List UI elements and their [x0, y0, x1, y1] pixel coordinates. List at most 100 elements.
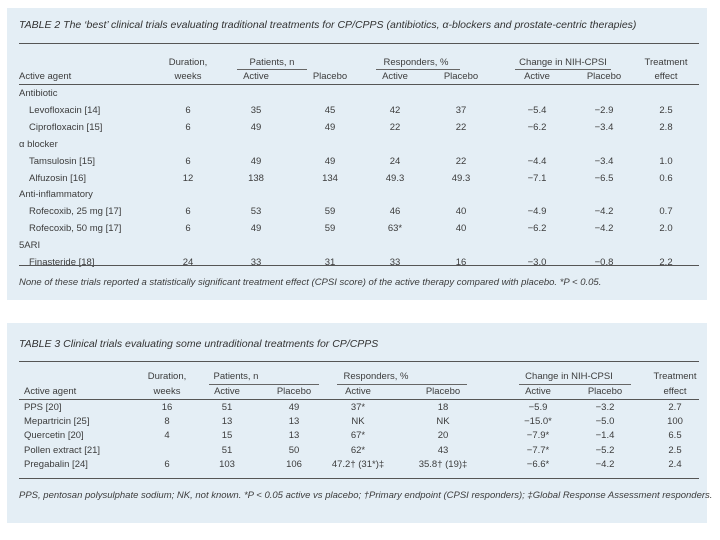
- table-cell-patients-placebo: 49: [288, 402, 300, 413]
- table-cell-responders-active: 24: [389, 155, 401, 167]
- table-cell-patients-active: 33: [250, 257, 262, 268]
- table-cell-patients-active: 53: [250, 206, 262, 218]
- table-group-label: Anti-inflammatory: [19, 189, 93, 201]
- table2-header-change: Change in NIH-CPSI: [519, 57, 607, 68]
- table-cell-duration: 6: [185, 155, 191, 167]
- table-group-label: Antibiotic: [19, 88, 58, 99]
- table2-header-responders: Responders, %: [383, 57, 449, 68]
- table3-bottom-rule: [19, 478, 699, 479]
- table2-footnote: None of these trials reported a statisti…: [19, 277, 602, 288]
- table-row-agent: Mepartricin [25]: [24, 416, 90, 428]
- table3-header-placebo-patients: Placebo: [276, 386, 312, 397]
- table-cell-patients-placebo: 45: [324, 104, 336, 116]
- table-cell-patients-active: 13: [221, 416, 233, 428]
- table-cell-treatment-effect: 100: [667, 416, 683, 428]
- table-cell-treatment-effect: 2.5: [668, 444, 682, 456]
- table-cell-change-active: −5.9: [528, 402, 548, 413]
- table3-header-responders: Responders, %: [343, 371, 409, 382]
- table3-panel: TABLE 3 Clinical trials evaluating some …: [7, 323, 712, 523]
- table3-title: TABLE 3 Clinical trials evaluating some …: [19, 338, 379, 350]
- table-cell-change-active: −7.9*: [526, 430, 550, 442]
- table-cell-change-placebo: −6.5: [594, 172, 614, 184]
- table-cell-treatment-effect: 0.6: [659, 172, 673, 184]
- table2-header-rule: [19, 84, 699, 85]
- table2-header-effect: Treatment: [644, 57, 688, 68]
- table2-bottom-rule: [19, 265, 699, 266]
- table-cell-patients-placebo: 49: [324, 121, 336, 133]
- table-row-agent: Pollen extract [21]: [24, 444, 101, 456]
- table-cell-responders-active: 63*: [387, 223, 403, 235]
- table-cell-change-placebo: −3.2: [595, 402, 615, 413]
- table-cell-treatment-effect: 2.4: [668, 458, 682, 470]
- table-cell-patients-placebo: 13: [288, 416, 300, 428]
- table-cell-responders-placebo: 20: [437, 430, 449, 442]
- table-cell-change-placebo: −2.9: [594, 104, 614, 116]
- table-cell-patients-active: 49: [250, 121, 262, 133]
- table2-header-patients: Patients, n: [249, 57, 295, 68]
- table-row-agent: Quercetin [20]: [24, 430, 84, 442]
- table-cell-change-placebo: −0.8: [594, 257, 614, 268]
- table-cell-change-placebo: −4.2: [594, 223, 614, 235]
- table2-header-duration: Duration,: [168, 57, 208, 68]
- table-cell-patients-active: 138: [248, 172, 264, 184]
- table-cell-patients-active: 35: [250, 104, 262, 116]
- table-cell-responders-placebo: NK: [436, 416, 450, 428]
- table-cell-responders-active: NK: [351, 416, 365, 428]
- table3-header-duration-unit: weeks: [153, 386, 181, 397]
- table-cell-responders-active: 22: [389, 121, 401, 133]
- table3-header-change: Change in NIH-CPSI: [525, 371, 613, 382]
- table-row-agent: Alfuzosin [16]: [29, 172, 87, 184]
- table3-header-effect: Treatment: [653, 371, 697, 382]
- table3-patients-underline: [209, 384, 319, 385]
- table-cell-responders-active: 42: [389, 104, 401, 116]
- table-cell-responders-active: 67*: [350, 430, 366, 442]
- table-cell-patients-placebo: 13: [288, 430, 300, 442]
- table-cell-patients-active: 51: [221, 402, 233, 413]
- table-row-agent: Tamsulosin [15]: [29, 155, 96, 167]
- table-cell-patients-active: 49: [250, 155, 262, 167]
- table-cell-responders-active: 49.3: [385, 172, 405, 184]
- table2-header-agent: Active agent: [19, 71, 72, 82]
- table-cell-patients-placebo: 31: [324, 257, 336, 268]
- table2-change-underline: [515, 69, 611, 70]
- table-cell-change-active: −6.6*: [526, 458, 550, 470]
- table-cell-duration: 6: [185, 223, 191, 235]
- table-cell-change-placebo: −3.4: [594, 121, 614, 133]
- table-cell-patients-active: 15: [221, 430, 233, 442]
- table-cell-change-active: −6.2: [527, 223, 547, 235]
- table-cell-treatment-effect: 6.5: [668, 430, 682, 442]
- table-cell-patients-active: 49: [250, 223, 262, 235]
- table-cell-responders-placebo: 35.8† (19)‡: [418, 458, 468, 470]
- table-cell-duration: 6: [185, 206, 191, 218]
- table3-header-duration: Duration,: [147, 371, 187, 382]
- table-row-agent: Levofloxacin [14]: [29, 104, 101, 116]
- table-cell-duration: 6: [185, 121, 191, 133]
- table-cell-responders-active: 37*: [350, 402, 366, 413]
- table-cell-change-placebo: −5.0: [595, 416, 615, 428]
- table-cell-patients-active: 103: [219, 458, 235, 470]
- table-cell-responders-placebo: 22: [455, 121, 467, 133]
- table-cell-responders-placebo: 49.3: [451, 172, 471, 184]
- table2-header-placebo-responders: Placebo: [443, 71, 479, 82]
- table3-header-rule: [19, 399, 699, 400]
- table-cell-responders-active: 62*: [350, 444, 366, 456]
- table-cell-change-placebo: −4.2: [595, 458, 615, 470]
- table2-header-active-change: Active: [524, 71, 550, 82]
- table-row-agent: Pregabalin [24]: [24, 458, 88, 470]
- table-cell-duration: 6: [185, 104, 191, 116]
- table-cell-patients-placebo: 49: [324, 155, 336, 167]
- table-cell-patients-placebo: 59: [324, 223, 336, 235]
- table2-patients-underline: [237, 69, 307, 70]
- table-row-agent: Ciprofloxacin [15]: [29, 121, 103, 133]
- table-row-agent: Rofecoxib, 25 mg [17]: [29, 206, 122, 218]
- table-cell-treatment-effect: 2.8: [659, 121, 673, 133]
- table-group-label: α blocker: [19, 138, 58, 150]
- table-cell-change-active: −4.4: [527, 155, 547, 167]
- table-cell-responders-active: 47.2† (31*)‡: [331, 458, 385, 470]
- table-cell-responders-placebo: 37: [455, 104, 467, 116]
- table-group-label: 5ARI: [19, 240, 41, 252]
- table-cell-responders-placebo: 40: [455, 223, 467, 235]
- table-cell-responders-placebo: 22: [455, 155, 467, 167]
- table3-header-active-responders: Active: [345, 386, 371, 397]
- table-cell-duration: 12: [182, 172, 194, 184]
